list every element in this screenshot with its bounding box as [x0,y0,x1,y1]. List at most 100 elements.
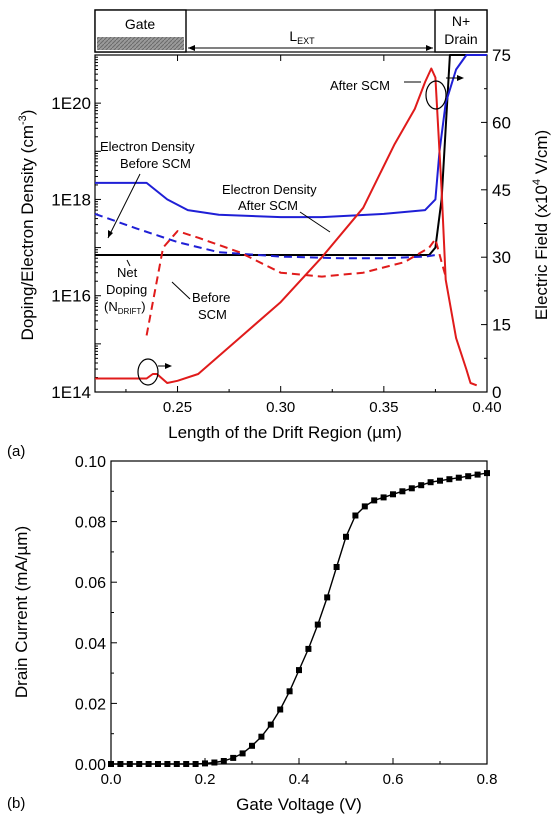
y-right-tick-label-a: 15 [492,316,511,335]
y-right-tick-label-a: 45 [492,181,511,200]
x-tick-label-b: 0.4 [289,771,310,788]
data-point-marker [239,750,246,757]
data-point-marker [437,477,443,484]
data-point-marker [267,721,274,728]
data-point-marker [126,761,133,767]
annotation-after-scm: After SCM [330,78,390,93]
annotation-ed-after-line2: After SCM [238,198,298,213]
x-tick-label-b: 0.6 [383,771,404,788]
right-axis-indicator-ellipse [425,80,447,110]
y-axis-right-a: 0 15 30 45 60 75 [481,46,511,402]
y-axis-label-left-a: Doping/Electron Density (cm-3) [17,110,37,341]
series-electron-density-before [94,212,436,260]
drain-label-line1: N+ [452,13,470,29]
series-net-doping [95,54,487,256]
y-tick-label-b: 0.02 [75,696,106,713]
data-point-marker [390,491,396,498]
panel-label-b: (b) [7,795,25,812]
data-point-marker [484,470,490,477]
data-point-marker [418,482,425,489]
lext-label: LEXT [289,28,315,46]
x-tick-label-b: 0.0 [101,771,122,788]
annotation-net-doping-line3: (NDRIFT) [104,299,146,316]
data-point-marker [371,497,378,504]
data-point-marker [173,761,180,767]
data-point-marker [474,471,481,478]
x-tick-label-a: 0.35 [369,399,398,416]
region-bar: Gate LEXT N+ Drain [94,9,488,53]
annotations-a: After SCM Electron Density Before SCM El… [100,75,464,386]
data-point-marker [286,688,293,695]
data-point-marker [352,512,359,519]
plot-frame-b [110,460,488,765]
data-point-marker [211,759,218,766]
y-tick-label-b: 0.06 [75,575,106,592]
y-right-tick-label-a: 30 [492,248,511,267]
data-point-marker [465,473,472,480]
annotation-net-doping-line1: Net [117,265,138,280]
panel-a-chart: Gate LEXT N+ Drain 0.25 0.30 0.35 0.40 1E14… [7,9,551,460]
y-axis-label-right-a: Electric Field (x104 V/cm) [531,130,551,320]
series-group-b [108,470,490,767]
y-left-tick-label-a: 1E18 [51,190,91,209]
annotation-net-doping-line2: Doping [106,282,147,297]
data-point-marker [220,758,227,764]
y-axis-b: 0.00 0.02 0.04 0.06 0.08 0.10 [75,454,117,774]
y-right-tick-label-a: 60 [492,113,511,132]
data-point-marker [324,594,331,601]
data-point-marker [408,485,415,492]
series-drain-current-line [111,472,488,765]
data-point-marker [258,733,265,740]
y-left-tick-label-a: 1E14 [51,383,91,402]
data-point-marker [314,621,321,628]
x-tick-label-b: 0.2 [195,771,216,788]
data-point-marker [333,564,340,570]
x-tick-label-a: 0.25 [163,399,192,416]
annotation-ed-after-line1: Electron Density [222,182,317,197]
drain-label-line2: Drain [444,31,477,47]
series-group-a [94,54,487,387]
y-left-tick-label-a: 1E20 [51,94,91,113]
data-point-marker [427,479,434,486]
drain-region-box [434,9,488,53]
data-point-marker [399,488,406,495]
data-point-marker [230,754,237,761]
series-electric-field-after [95,67,478,387]
annotation-ed-before-line2: Before SCM [120,156,191,171]
data-point-marker [446,476,453,483]
annotation-ed-before-line1: Electron Density [100,139,195,154]
x-tick-label-b: 0.8 [477,771,498,788]
y-tick-label-b: 0.08 [75,515,106,532]
data-point-marker [361,503,368,510]
panel-label-a: (a) [7,443,25,460]
x-tick-label-a: 0.30 [266,399,295,416]
y-tick-label-b: 0.04 [75,636,106,653]
y-right-tick-label-a: 0 [492,383,501,402]
gate-label: Gate [125,16,156,32]
data-point-marker [192,761,199,767]
left-axis-indicator-ellipse [137,358,159,386]
data-point-marker [277,706,284,713]
data-point-marker [305,645,312,652]
y-left-tick-label-a: 1E16 [51,287,91,306]
data-point-marker [164,761,171,767]
y-axis-left-a: 1E14 1E16 1E18 1E20 [51,54,101,402]
y-tick-label-b: 0.00 [75,757,106,774]
data-point-marker [136,761,143,767]
x-axis-a: 0.25 0.30 0.35 0.40 [125,55,502,416]
data-point-marker [343,533,349,540]
x-axis-b: 0.0 0.2 0.4 0.6 0.8 [101,758,498,788]
series-net-doping-before [145,230,447,336]
data-point-marker [117,761,124,767]
data-point-marker [380,494,387,501]
y-tick-label-b: 0.10 [75,454,106,471]
data-point-marker [155,761,161,767]
panel-b-chart: 0.0 0.2 0.4 0.6 0.8 0.00 0.02 0.04 0.06 0.08 0.10… [7,454,497,814]
x-axis-label-b: Gate Voltage (V) [236,795,362,814]
series-electron-density-after [95,54,487,219]
data-point-marker [108,761,114,767]
x-tick-label-a: 0.40 [472,399,501,416]
data-point-marker [145,761,152,767]
annotation-before-scm-line2: SCM [198,307,227,322]
